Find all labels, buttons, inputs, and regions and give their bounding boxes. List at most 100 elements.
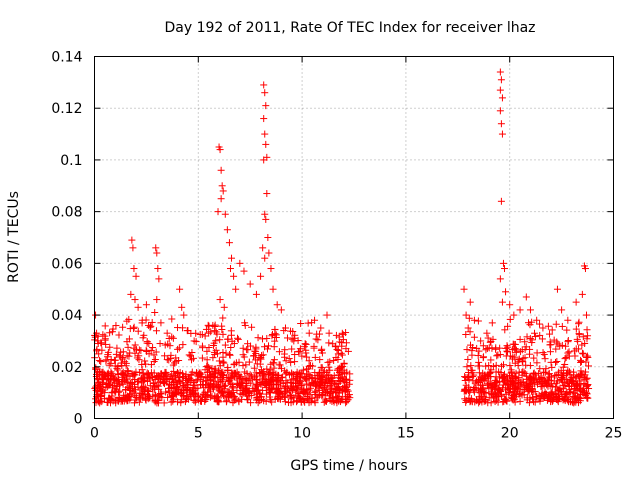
- y-tick-label: 0.1: [60, 153, 82, 169]
- data-point: [548, 382, 556, 390]
- data-point: [492, 396, 500, 404]
- data-point: [271, 326, 279, 334]
- data-point: [494, 398, 502, 406]
- data-point: [230, 272, 238, 280]
- data-point: [142, 301, 150, 309]
- data-point: [561, 355, 569, 363]
- data-point: [269, 380, 277, 388]
- data-point: [130, 323, 138, 331]
- data-point: [475, 347, 483, 355]
- data-point: [225, 391, 233, 399]
- data-point: [262, 102, 270, 110]
- data-point: [271, 395, 279, 403]
- data-point: [95, 384, 103, 392]
- data-point: [573, 386, 581, 394]
- data-point: [146, 323, 154, 331]
- data-point: [546, 348, 554, 356]
- data-point: [181, 398, 189, 406]
- data-point: [198, 394, 206, 402]
- data-point: [502, 288, 510, 296]
- data-point: [275, 361, 283, 369]
- data-point: [203, 347, 211, 355]
- data-point: [217, 166, 225, 174]
- data-point: [201, 366, 209, 374]
- data-point: [219, 330, 227, 338]
- data-point: [149, 392, 157, 400]
- data-point: [266, 389, 274, 397]
- data-point: [235, 358, 243, 366]
- data-point: [546, 392, 554, 400]
- data-point: [498, 362, 506, 370]
- data-point: [234, 334, 242, 342]
- data-point: [323, 386, 331, 394]
- data-point: [227, 344, 235, 352]
- data-point: [203, 363, 211, 371]
- data-point: [536, 365, 544, 373]
- data-point: [194, 376, 202, 384]
- y-tick-label: 0.12: [51, 101, 82, 117]
- data-point: [484, 380, 492, 388]
- data-point: [118, 373, 126, 381]
- data-point: [267, 265, 275, 273]
- x-tick-label: 20: [501, 426, 519, 442]
- data-point: [117, 359, 125, 367]
- data-point: [474, 352, 482, 360]
- data-point: [519, 378, 527, 386]
- data-point: [92, 364, 100, 372]
- data-point: [264, 234, 272, 241]
- data-point: [559, 372, 567, 380]
- data-point: [499, 259, 507, 267]
- data-point: [271, 337, 279, 345]
- data-point: [526, 334, 534, 342]
- data-point: [111, 362, 119, 370]
- data-point: [122, 370, 130, 378]
- data-point: [338, 351, 346, 359]
- data-point: [482, 375, 490, 383]
- data-point: [583, 311, 591, 319]
- data-point: [526, 321, 534, 329]
- data-point: [169, 395, 177, 403]
- data-point: [160, 378, 168, 386]
- data-point: [216, 384, 224, 392]
- data-point: [174, 398, 182, 406]
- data-point: [579, 350, 587, 358]
- data-point: [176, 368, 184, 376]
- data-point: [496, 373, 504, 381]
- data-point: [526, 306, 534, 314]
- data-point: [127, 386, 135, 394]
- data-point: [266, 366, 274, 374]
- data-point: [577, 356, 585, 364]
- data-point: [531, 329, 539, 337]
- data-point: [149, 379, 157, 387]
- data-point: [462, 398, 470, 406]
- data-point: [298, 352, 306, 360]
- data-point: [496, 68, 504, 76]
- data-point: [518, 379, 526, 387]
- data-point: [149, 344, 157, 352]
- data-point: [464, 355, 472, 363]
- data-point: [470, 316, 478, 324]
- data-point: [192, 329, 200, 337]
- data-point: [317, 324, 325, 332]
- data-point: [564, 338, 572, 346]
- data-point: [294, 380, 302, 388]
- data-point: [515, 390, 523, 398]
- data-point: [106, 343, 114, 351]
- data-point: [510, 340, 518, 348]
- data-point: [564, 349, 572, 357]
- data-point: [539, 349, 547, 357]
- data-point: [222, 349, 230, 357]
- data-point: [198, 354, 206, 362]
- data-point: [575, 345, 583, 353]
- data-point: [322, 389, 330, 397]
- data-point: [579, 384, 587, 392]
- data-point: [212, 393, 220, 401]
- data-point: [307, 362, 315, 370]
- data-point: [263, 190, 271, 198]
- data-point: [529, 395, 537, 403]
- chart-title: Day 192 of 2011, Rate Of TEC Index for r…: [164, 20, 535, 36]
- data-point: [474, 317, 482, 325]
- data-point: [245, 358, 253, 366]
- data-point: [248, 323, 256, 331]
- data-point: [546, 330, 554, 338]
